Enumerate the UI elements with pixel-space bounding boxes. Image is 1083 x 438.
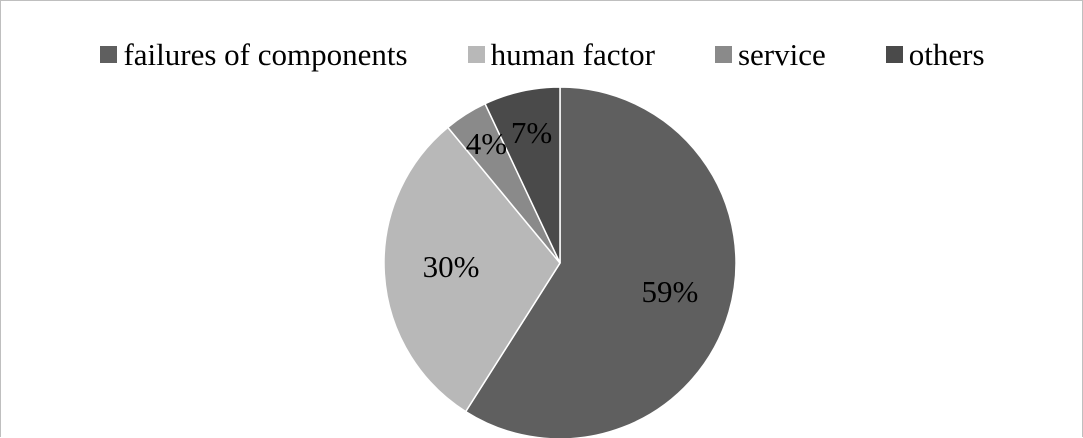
pie-slice-others <box>484 86 561 264</box>
pie-label-failures-of-components: 59% <box>641 274 698 309</box>
legend-item-others: others <box>885 37 985 72</box>
legend-swatch-failures-of-components <box>100 46 118 63</box>
legend-label-human-factor: human factor <box>490 37 655 72</box>
pie-label-service: 4% <box>466 126 507 161</box>
legend-label-service: service <box>737 37 826 72</box>
legend-swatch-human-factor <box>467 46 485 63</box>
legend-label-others: others <box>908 37 985 72</box>
pie-slices <box>383 86 737 438</box>
pie-slice-failures-of-components <box>464 86 737 438</box>
legend-swatch-others <box>885 46 903 63</box>
legend-item-human-factor: human factor <box>467 37 655 72</box>
legend-label-failures-of-components: failures of components <box>123 37 408 72</box>
pie-label-others: 7% <box>511 115 552 150</box>
legend-swatch-service <box>714 46 732 63</box>
pie-slice-human-factor <box>383 126 561 413</box>
legend-item-failures-of-components: failures of components <box>100 37 408 72</box>
legend-item-service: service <box>714 37 826 72</box>
chart-legend: failures of components human factor serv… <box>1 39 1083 70</box>
pie-labels: 59% 30% 4% 7% <box>423 115 699 309</box>
pie-label-human-factor: 30% <box>423 249 480 284</box>
